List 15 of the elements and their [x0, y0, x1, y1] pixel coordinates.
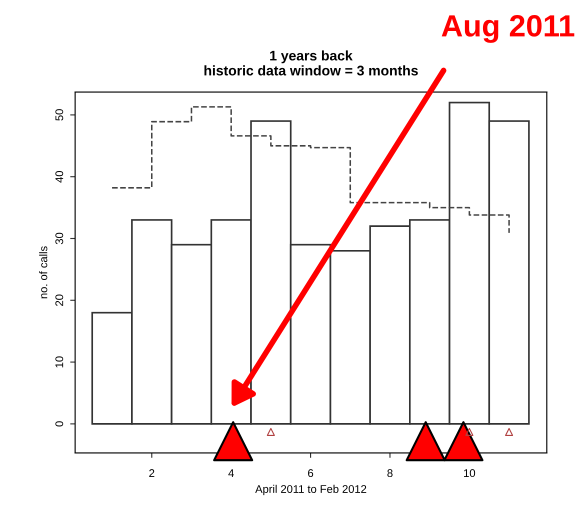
y-tick-label: 0 — [55, 421, 64, 427]
y-tick-label: 10 — [55, 356, 64, 368]
y-tick-label: 20 — [55, 294, 64, 306]
x-axis-title: April 2011 to Feb 2012 — [255, 484, 366, 496]
x-tick-label: 6 — [308, 469, 314, 478]
y-tick-label: 30 — [55, 232, 64, 244]
y-tick-label: 40 — [55, 170, 64, 183]
x-tick-label: 8 — [387, 469, 393, 478]
x-tick-label: 10 — [464, 469, 476, 478]
x-tick-label: 2 — [149, 469, 154, 477]
x-tick-label: 4 — [228, 469, 234, 477]
y-tick-label: 50 — [55, 109, 64, 121]
y-axis-title: no. of calls — [39, 246, 48, 298]
chart-title: 1 years back historic data window = 3 months — [204, 50, 418, 76]
text: Aug 2011 — [442, 15, 574, 43]
